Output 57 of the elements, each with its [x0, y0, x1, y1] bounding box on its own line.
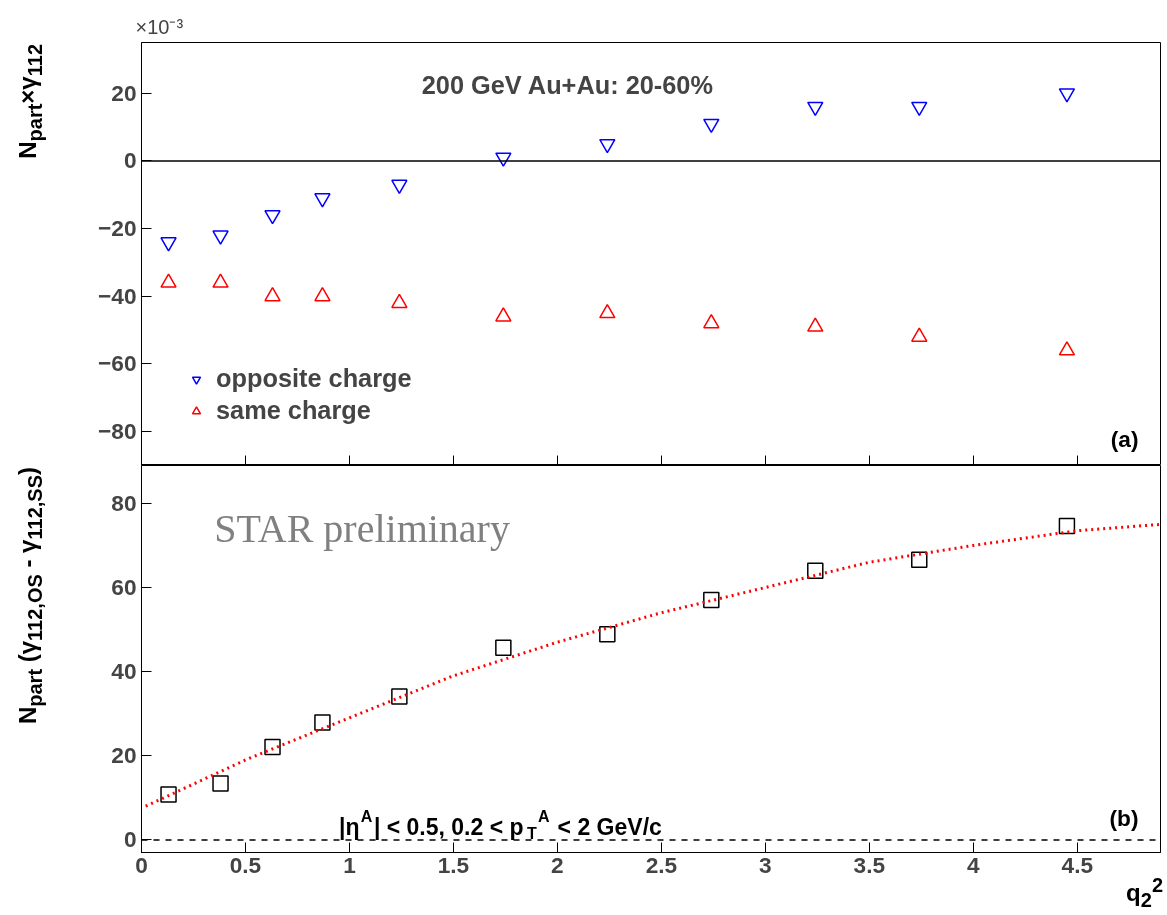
y-tick-label: 20 [111, 742, 137, 769]
point [391, 179, 408, 195]
y-tick-label: −40 [98, 282, 137, 309]
point [703, 118, 720, 134]
point [264, 286, 281, 302]
x-tick-label: 2.5 [645, 851, 678, 878]
y-tick-label: 0 [123, 147, 137, 174]
legend-label: opposite charge [216, 364, 412, 393]
y-tick-label: 80 [111, 489, 137, 516]
point [599, 138, 616, 154]
point [212, 775, 229, 792]
point [703, 591, 720, 609]
point [495, 152, 512, 167]
point [599, 303, 616, 319]
y-tick-label: 20 [111, 79, 137, 106]
point [599, 625, 616, 643]
point [314, 286, 331, 302]
y-tick-label: 40 [111, 658, 137, 685]
point [911, 551, 928, 568]
point [264, 738, 281, 756]
y-tick-label: −80 [98, 418, 137, 445]
x-tick-label: 0.5 [229, 851, 262, 878]
point [212, 273, 229, 288]
annotation: STAR preliminary [214, 505, 510, 551]
point [1058, 517, 1076, 535]
x-tick-label: 4 [967, 851, 981, 878]
point [807, 562, 824, 579]
point [807, 317, 824, 332]
y-tick-label: −60 [98, 350, 137, 377]
legend-label: same charge [216, 396, 371, 425]
text: ×10⁻³ [135, 15, 184, 38]
point [1058, 88, 1076, 103]
y-tick-label: 60 [111, 573, 137, 600]
text: 200 GeV Au+Au: 20-60% [421, 70, 713, 99]
point [911, 327, 928, 342]
point [1058, 341, 1076, 356]
point [495, 639, 512, 656]
y-tick-label: 0 [123, 826, 137, 853]
point [391, 688, 408, 705]
annotation: (a) [1110, 425, 1139, 452]
point [160, 786, 177, 803]
point [314, 193, 331, 208]
point [314, 714, 331, 731]
point [495, 307, 512, 322]
x-tick-label: 3 [759, 851, 772, 878]
point [807, 101, 824, 117]
x-tick-label: 1 [343, 851, 356, 878]
y-tick-label: −20 [98, 215, 137, 242]
point [160, 273, 177, 288]
x-tick-label: 4.5 [1061, 851, 1094, 878]
point [391, 293, 408, 309]
point [911, 101, 928, 117]
x-tick-label: 2 [551, 851, 564, 878]
x-tick-label: 3.5 [853, 851, 886, 878]
x-tick-label: 1.5 [437, 851, 470, 878]
annotation: (b) [1109, 804, 1139, 831]
point [703, 313, 720, 329]
